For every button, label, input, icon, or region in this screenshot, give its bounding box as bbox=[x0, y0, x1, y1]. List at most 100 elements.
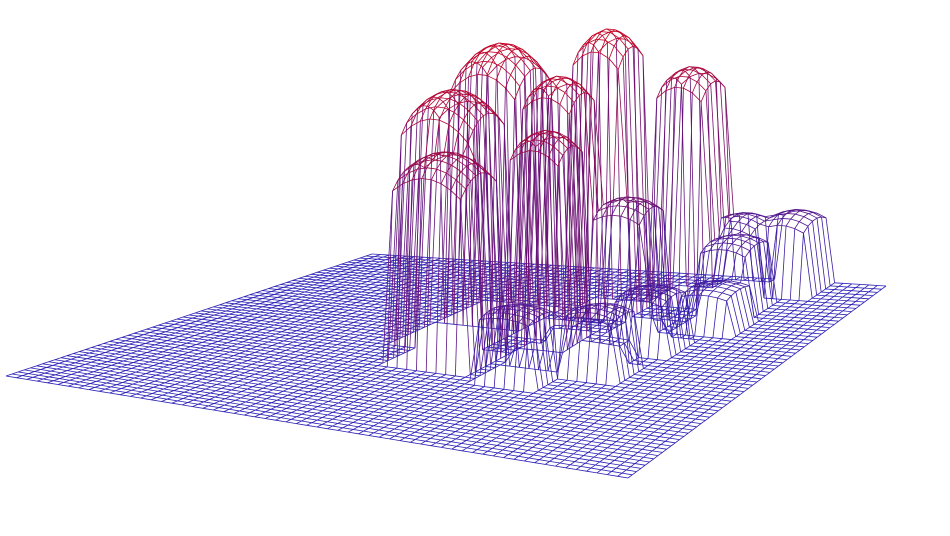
mesh-edge bbox=[370, 284, 380, 286]
mesh-edge bbox=[204, 348, 211, 352]
mesh-edge bbox=[176, 377, 187, 381]
mesh-edge bbox=[384, 274, 394, 277]
mesh-edge bbox=[368, 258, 378, 260]
mesh-edge bbox=[611, 214, 622, 217]
mesh-edge bbox=[85, 377, 93, 381]
mesh-edge bbox=[107, 361, 118, 364]
mesh-edge bbox=[265, 301, 275, 303]
mesh-edge bbox=[288, 357, 295, 361]
mesh-edge bbox=[340, 295, 351, 297]
mesh-edge bbox=[279, 378, 285, 382]
mesh-edge bbox=[173, 387, 180, 391]
mesh-edge bbox=[842, 307, 848, 312]
mesh-edge bbox=[288, 385, 295, 390]
mesh-edge bbox=[151, 371, 162, 374]
mesh-edge bbox=[794, 310, 804, 312]
mesh-edge bbox=[851, 297, 861, 299]
mesh-edge bbox=[580, 281, 586, 285]
mesh-edge bbox=[504, 160, 511, 363]
mesh-edge bbox=[789, 306, 799, 308]
mesh-edge bbox=[249, 292, 257, 296]
mesh-edge bbox=[308, 302, 318, 305]
mesh-edge bbox=[289, 290, 296, 294]
mesh-edge bbox=[450, 190, 461, 201]
mesh-edge bbox=[234, 368, 241, 372]
mesh-edge bbox=[370, 312, 377, 316]
mesh-edge bbox=[293, 357, 304, 360]
mesh-edge bbox=[262, 329, 273, 332]
mesh-edge bbox=[330, 381, 341, 384]
mesh-edge bbox=[164, 322, 175, 325]
mesh-edge bbox=[679, 69, 685, 77]
mesh-edge bbox=[531, 57, 541, 70]
mesh-edge bbox=[226, 319, 237, 321]
mesh-edge bbox=[370, 351, 380, 354]
mesh-edge bbox=[247, 357, 254, 361]
mesh-edge bbox=[639, 215, 645, 226]
mesh-edge bbox=[479, 101, 485, 104]
mesh-edge bbox=[190, 361, 201, 364]
mesh-edge bbox=[296, 307, 306, 310]
mesh-edge bbox=[129, 358, 140, 361]
mesh-edge bbox=[785, 320, 790, 324]
mesh-edge bbox=[596, 38, 606, 41]
mesh-edge bbox=[551, 78, 561, 81]
mesh-edge bbox=[304, 273, 312, 277]
mesh-edge bbox=[141, 389, 148, 393]
mesh-edge bbox=[271, 328, 279, 331]
mesh-edge bbox=[211, 384, 217, 388]
mesh-edge bbox=[698, 343, 704, 348]
mesh-edge bbox=[639, 203, 650, 210]
mesh-edge bbox=[283, 303, 294, 305]
mesh-edge bbox=[305, 374, 316, 377]
mesh-edge bbox=[859, 287, 865, 292]
mesh-edge bbox=[315, 376, 326, 379]
mesh-edge bbox=[194, 332, 201, 336]
mesh-edge bbox=[220, 391, 227, 396]
mesh-edge bbox=[544, 136, 555, 141]
mesh-edge bbox=[364, 284, 371, 288]
mesh-edge bbox=[652, 286, 658, 291]
mesh-edge bbox=[47, 382, 58, 385]
mesh-edge bbox=[121, 334, 129, 338]
mesh-edge bbox=[246, 297, 254, 301]
mesh-edge bbox=[292, 278, 299, 281]
mesh-edge bbox=[182, 354, 193, 357]
mesh-edge bbox=[91, 347, 102, 350]
mesh-edge bbox=[171, 374, 183, 377]
mesh-edge bbox=[722, 338, 732, 340]
mesh-edge bbox=[176, 316, 184, 320]
mesh-edge bbox=[290, 309, 300, 312]
mesh-edge bbox=[145, 371, 152, 375]
mesh-edge bbox=[736, 252, 746, 258]
mesh-edge bbox=[281, 365, 288, 369]
mesh-edge bbox=[352, 340, 358, 344]
mesh-edge bbox=[616, 38, 626, 40]
mesh-edge bbox=[200, 362, 211, 366]
mesh-edge bbox=[279, 322, 290, 325]
mesh-edge bbox=[643, 288, 653, 291]
mesh-edge bbox=[189, 321, 196, 324]
mesh-edge bbox=[59, 376, 66, 379]
mesh-edge bbox=[376, 266, 386, 268]
mesh-edge bbox=[290, 373, 296, 377]
mesh-edge bbox=[361, 372, 372, 375]
mesh-edge bbox=[310, 281, 320, 284]
mesh-edge bbox=[357, 360, 364, 364]
mesh-edge bbox=[704, 277, 710, 282]
mesh-edge bbox=[333, 340, 343, 343]
mesh-edge bbox=[189, 367, 200, 370]
mesh-edge bbox=[431, 278, 438, 282]
mesh-edge bbox=[821, 216, 831, 286]
mesh-edge bbox=[348, 339, 358, 342]
mesh-edge bbox=[364, 292, 371, 296]
mesh-edge bbox=[87, 373, 98, 376]
mesh-edge bbox=[552, 139, 559, 147]
mesh-edge bbox=[344, 304, 351, 308]
mesh-edge bbox=[460, 188, 466, 200]
mesh-edge bbox=[724, 87, 731, 215]
mesh-edge bbox=[338, 338, 349, 341]
mesh-edge bbox=[219, 312, 230, 315]
mesh-edge bbox=[111, 349, 122, 353]
